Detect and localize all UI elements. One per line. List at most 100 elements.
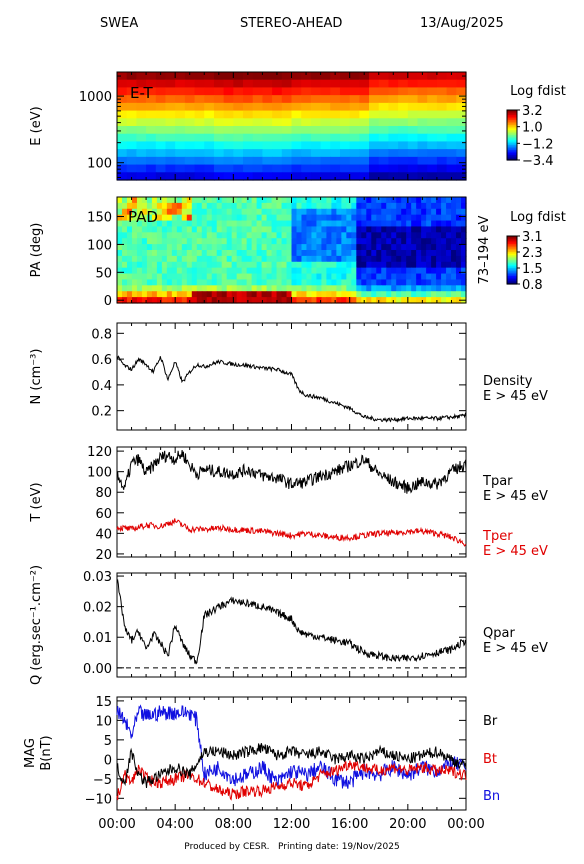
et-cell [272,149,283,158]
pad-cell [391,297,397,304]
pad-cell [176,202,183,210]
pad-cell [176,267,183,275]
et-cell [436,133,448,143]
et-cell [310,172,322,181]
pad-cell [196,279,203,286]
et-cell [126,149,137,158]
pad-cell [321,202,327,210]
et-cell [291,141,302,150]
et-colorbar-title: Log fdist [510,84,566,99]
pad-cell [366,291,372,298]
et-cell [378,95,390,104]
pad-cell [331,273,337,281]
et-cell [117,156,128,166]
et-cell [310,79,322,89]
footer-credit: Produced by CESR. [184,842,270,852]
pad-cell [276,214,283,222]
pad-cell [166,291,173,298]
pad-cell [236,220,243,228]
pad-cell [296,261,303,269]
pad-cell [117,226,123,233]
pad-cell [256,244,263,251]
pad-cell [271,285,278,292]
pad-cell [356,202,362,210]
pad-cell [211,220,218,228]
et-cell [117,126,128,135]
pad-cell [296,232,303,239]
pad-cell [266,291,273,298]
pad-cell [366,250,372,257]
et-cell [155,110,167,119]
pad-cell [271,273,278,281]
et-cell [194,156,205,166]
pad-cell [326,291,332,298]
pad-cell [241,250,248,257]
pad-cell [126,250,133,257]
pad-cell [236,250,243,257]
pad-cell [451,250,457,257]
et-colorbar-cell [507,158,517,161]
et-cell [330,133,341,143]
pad-cell [206,244,213,251]
pad-cell [166,267,173,275]
et-cell [407,126,419,135]
temp-ytick-label: 20 [95,548,112,563]
pad-cell [401,297,407,304]
pad-cell [326,250,332,257]
et-cell [301,133,312,143]
et-cell [117,118,128,127]
pad-cell [421,202,427,210]
pad-cell [141,208,148,216]
et-cell [427,126,438,135]
pad-cell [211,267,218,275]
pad-cell [411,238,417,245]
pad-cell [406,208,412,216]
pad-cell [401,261,407,269]
et-cell [349,95,360,104]
et-cell [359,79,370,89]
pad-cell [416,238,422,245]
pad-cell [191,226,198,233]
bt-series [116,760,467,801]
pad-cell [406,226,412,233]
pad-cell [446,291,452,298]
pad-cell [326,285,332,292]
pad-cell [126,220,133,228]
pad-cell [361,273,367,281]
pad-cell [406,297,412,304]
pad-cell [386,255,392,263]
et-cell [184,95,196,104]
pad-cell [311,202,318,210]
pad-cell [406,232,412,239]
pad-cell [366,214,372,222]
pad-cell [226,255,233,263]
pad-cell [436,208,442,216]
pad-cell [456,202,462,210]
pad-cell [161,273,168,281]
et-cell [262,133,273,143]
pad-cell [431,244,437,251]
pad-cell [366,273,372,281]
et-cell [388,133,399,143]
pad-cell [356,291,362,298]
pad-cell [216,273,223,281]
et-cell [117,141,128,150]
et-cell [330,141,341,150]
et-cell [349,87,360,96]
et-cell [155,164,167,173]
pad-cell [366,238,372,245]
pad-cell [191,291,198,298]
pad-cell [336,238,342,245]
pad-cell [426,279,432,286]
et-cell [339,110,351,119]
et-cell [407,149,419,158]
pad-cell [451,291,457,298]
pad-cell [441,197,447,204]
et-cell [398,79,409,89]
pad-cell [396,208,402,216]
pad-cell [331,214,337,222]
pad-cell [346,214,352,222]
pad-cell [276,267,283,275]
et-cell [417,79,428,89]
pad-cell [206,238,213,245]
